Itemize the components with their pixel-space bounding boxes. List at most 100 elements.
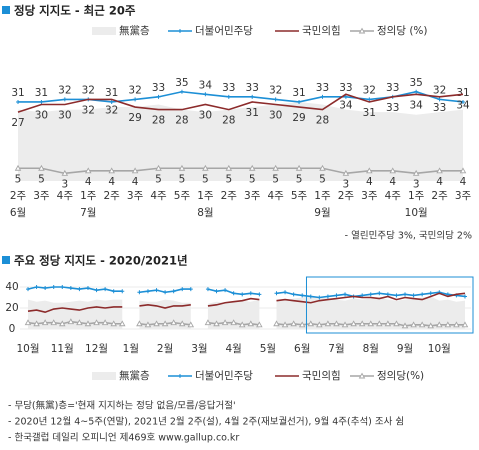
legend-label: 더불어민주당	[195, 370, 253, 382]
x-tick-label: 4주	[267, 190, 284, 202]
point-marker	[16, 99, 20, 104]
point-marker	[180, 287, 185, 292]
point-marker	[62, 97, 67, 102]
point-marker	[343, 292, 348, 297]
point-marker	[367, 97, 372, 102]
x-tick-label: 3주	[361, 190, 378, 202]
x-tick-label: 3주	[33, 190, 50, 202]
point-marker	[101, 319, 109, 326]
point-marker	[133, 97, 138, 102]
legend-label: 정의당 (%)	[377, 25, 428, 37]
value-label: 4	[85, 176, 92, 188]
point-marker	[240, 292, 245, 297]
value-label: 5	[155, 173, 162, 185]
legend-swatch	[358, 372, 366, 379]
point-marker	[418, 321, 426, 328]
value-label: 27	[11, 117, 24, 129]
point-marker	[295, 164, 303, 171]
y-tick-label: 20	[5, 302, 18, 314]
value-label: 30	[199, 110, 212, 122]
value-label: 28	[152, 115, 165, 127]
point-marker	[187, 321, 195, 328]
point-marker	[43, 286, 48, 291]
value-label: 32	[58, 84, 71, 96]
legend-swatch	[178, 29, 182, 33]
point-marker	[156, 94, 161, 99]
x-tick-label: 7월	[328, 343, 344, 355]
point-marker	[171, 289, 176, 294]
x-tick-label: 11월	[51, 343, 74, 355]
point-marker	[214, 289, 219, 294]
footnote: - 무당(無黨)층='현재 지지하는 정당 없음/모름/응답거절'	[8, 400, 236, 412]
point-marker	[410, 321, 417, 328]
value-label: 32	[363, 84, 376, 96]
point-marker	[85, 286, 90, 291]
value-label: 28	[175, 115, 188, 127]
point-marker	[111, 289, 116, 294]
value-label: 4	[460, 176, 467, 188]
point-marker	[202, 164, 209, 171]
point-marker	[26, 287, 30, 292]
value-label: 4	[366, 176, 373, 188]
point-marker	[161, 320, 169, 327]
value-label: 33	[246, 82, 259, 94]
point-marker	[68, 286, 73, 291]
point-marker	[225, 164, 233, 171]
point-marker	[325, 294, 330, 299]
title-icon	[2, 256, 10, 264]
point-marker	[178, 164, 186, 171]
point-marker	[428, 291, 433, 296]
point-marker	[24, 319, 32, 326]
x-tick-label: 2주	[221, 190, 238, 202]
point-marker	[256, 321, 263, 328]
title-icon	[2, 6, 10, 14]
point-marker	[307, 320, 315, 327]
point-marker	[427, 322, 434, 329]
point-marker	[153, 320, 160, 327]
point-marker	[14, 164, 22, 171]
value-label: 31	[11, 87, 24, 99]
point-marker	[51, 285, 56, 289]
value-label: 34	[456, 99, 470, 111]
value-label: 28	[316, 115, 329, 127]
point-marker	[436, 167, 443, 174]
point-marker	[274, 291, 279, 296]
point-marker	[84, 167, 92, 174]
point-marker	[376, 320, 383, 327]
value-label: 34	[339, 99, 353, 111]
month-label: 7월	[80, 207, 96, 219]
point-marker	[76, 319, 83, 326]
area	[18, 101, 463, 181]
value-label: 5	[202, 173, 209, 185]
month-label: 9월	[314, 207, 330, 219]
footnote: - 2020년 12월 4~5주(연말), 2021년 2월 2주(설), 4월…	[8, 416, 404, 428]
chart-title: 주요 정당 지지도 - 2020/2021년	[14, 254, 188, 268]
x-tick-label: 5주	[291, 190, 308, 202]
point-marker	[308, 294, 313, 299]
value-label: 33	[433, 102, 446, 114]
value-label: 31	[105, 87, 118, 99]
point-marker	[324, 320, 332, 327]
point-marker	[155, 164, 162, 171]
month-label: 6월	[10, 207, 26, 219]
value-label: 31	[292, 87, 305, 99]
point-marker	[342, 169, 350, 176]
point-marker	[137, 290, 142, 295]
point-marker	[178, 320, 186, 327]
value-label: 5	[319, 173, 326, 185]
value-label: 31	[363, 107, 376, 119]
x-tick-label: 2주	[338, 190, 355, 202]
point-marker	[368, 292, 373, 297]
value-label: 33	[339, 82, 352, 94]
point-marker	[179, 89, 184, 94]
value-label: 33	[386, 82, 399, 94]
line	[18, 167, 463, 175]
point-marker	[136, 320, 143, 327]
point-marker	[50, 319, 57, 326]
value-label: 33	[222, 82, 235, 94]
x-tick-label: 1월	[123, 343, 139, 355]
point-marker	[316, 321, 323, 328]
point-marker	[333, 320, 340, 327]
value-label: 31	[246, 107, 259, 119]
point-marker	[334, 293, 339, 298]
